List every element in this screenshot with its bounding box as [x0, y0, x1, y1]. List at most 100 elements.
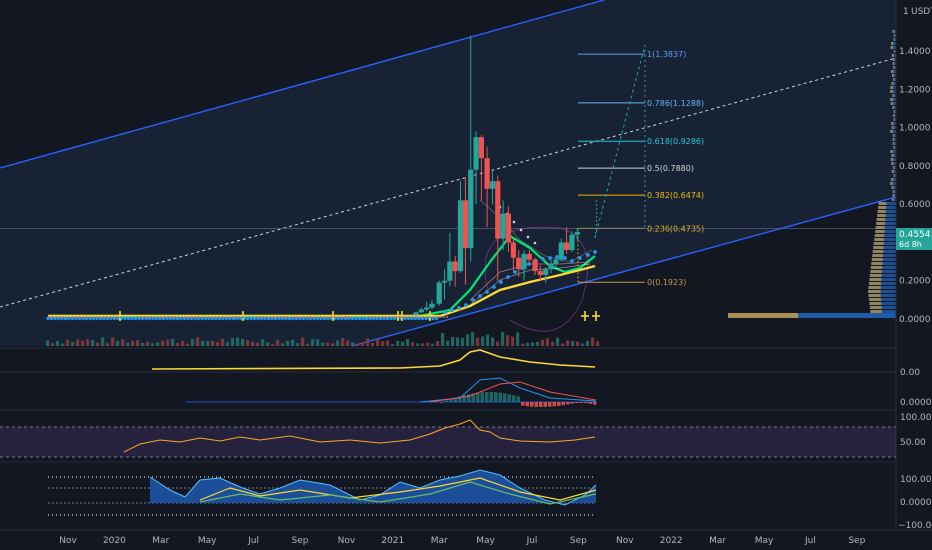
scale-top-label: 1 — [903, 7, 909, 17]
time-tick-label: Jul — [247, 536, 259, 546]
baseline-candle — [170, 316, 173, 318]
baseline-candle — [333, 316, 336, 318]
volume-bar — [366, 338, 370, 346]
price-tick-label: 1.2000 — [899, 85, 931, 95]
volume-bar — [426, 342, 430, 346]
volume-bar — [311, 339, 315, 346]
last-price-label[interactable]: 0.4554 6d 8h — [896, 228, 932, 250]
time-axis[interactable]: Nov 2020 Mar May Jul Sep Nov 2021 Mar May Jul Sep No… — [59, 536, 865, 546]
volume-bars — [46, 332, 600, 346]
candle-body — [564, 242, 570, 251]
volume-bar — [156, 342, 160, 346]
baseline-candle — [241, 316, 244, 318]
baseline-candle — [435, 316, 438, 318]
candle-body — [495, 181, 501, 239]
time-tick-label: 2021 — [381, 536, 404, 546]
volume-bar — [361, 342, 365, 346]
baseline-candle — [58, 316, 61, 318]
baseline-candle — [286, 316, 289, 318]
candle-body — [478, 137, 485, 159]
volume-bar — [216, 342, 220, 346]
volume-bar — [211, 340, 215, 346]
volume-bar — [196, 337, 200, 346]
candle-body — [413, 312, 419, 316]
baseline-candle — [425, 316, 428, 318]
candle-body — [558, 242, 564, 260]
volume-bar — [301, 337, 305, 346]
volume-bar — [296, 343, 300, 346]
volume-bar — [546, 338, 550, 346]
baseline-candle — [71, 316, 74, 318]
volume-bar — [261, 339, 265, 346]
candle-body — [473, 137, 479, 170]
volume-bar — [246, 340, 250, 346]
baseline-candle — [445, 316, 448, 318]
baseline-candle — [296, 316, 299, 318]
volume-bar — [221, 338, 225, 346]
baseline-candle — [228, 316, 231, 318]
volume-bar — [421, 343, 425, 346]
baseline-candle — [330, 316, 333, 318]
fib-level-label: 0.5(0.7880) — [647, 164, 694, 173]
volume-bar — [431, 343, 435, 346]
baseline-candle — [364, 316, 367, 318]
time-tick-label: Sep — [570, 536, 587, 546]
volume-bar — [266, 342, 270, 346]
baseline-candle — [299, 316, 302, 318]
volume-bar — [306, 343, 310, 346]
volume-bar — [251, 341, 255, 346]
volume-bar — [331, 343, 335, 346]
baseline-candle — [177, 316, 180, 318]
volume-bar — [456, 337, 460, 346]
time-tick-label: Nov — [338, 536, 356, 546]
volume-bar — [341, 338, 345, 346]
candle-body — [526, 253, 532, 260]
volume-bar — [201, 340, 205, 346]
volume-bar — [146, 341, 150, 346]
baseline-candle — [102, 316, 105, 318]
volume-bar — [541, 339, 545, 346]
time-tick-label: May — [755, 536, 774, 546]
baseline-candle — [377, 316, 380, 318]
volume-bar — [516, 332, 520, 346]
volume-bar — [336, 340, 340, 346]
last-price-countdown: 6d 8h — [899, 240, 922, 249]
baseline-candle — [350, 316, 353, 318]
volume-bar — [241, 338, 245, 346]
volume-bar — [276, 339, 280, 346]
candle-body — [436, 282, 442, 304]
volume-bar — [91, 340, 95, 346]
volume-bar — [191, 339, 195, 346]
baseline-candle — [439, 316, 442, 318]
volume-bar — [451, 337, 455, 346]
volume-bar — [501, 332, 505, 346]
baseline-candle — [313, 316, 316, 318]
price-tick-label: 0.8000 — [899, 162, 931, 172]
baseline-candle — [245, 316, 248, 318]
baseline-candle — [360, 316, 363, 318]
volume-bar — [141, 342, 145, 346]
candle-body — [500, 213, 506, 239]
volume-bar — [371, 342, 375, 346]
candle-body — [516, 257, 522, 270]
baseline-candle — [326, 316, 329, 318]
candlesticks[interactable] — [48, 35, 580, 318]
candle-body — [532, 259, 538, 272]
candle-body — [457, 200, 464, 272]
baseline-candle — [78, 316, 81, 318]
candle-body — [429, 303, 435, 308]
candle-body — [452, 261, 458, 272]
baseline-candle — [54, 316, 57, 318]
baseline-candle — [105, 316, 108, 318]
baseline-candle — [51, 316, 54, 318]
baseline-candle — [75, 316, 78, 318]
macd-axis-tick: 0.0000 — [900, 398, 932, 408]
volume-bar — [416, 343, 420, 346]
baseline-candle — [184, 316, 187, 318]
baseline-candle — [411, 316, 414, 318]
time-tick-label: Sep — [292, 536, 309, 546]
regression-channel — [0, 0, 897, 347]
volume-bar — [106, 343, 110, 346]
volume-bar — [136, 340, 140, 346]
